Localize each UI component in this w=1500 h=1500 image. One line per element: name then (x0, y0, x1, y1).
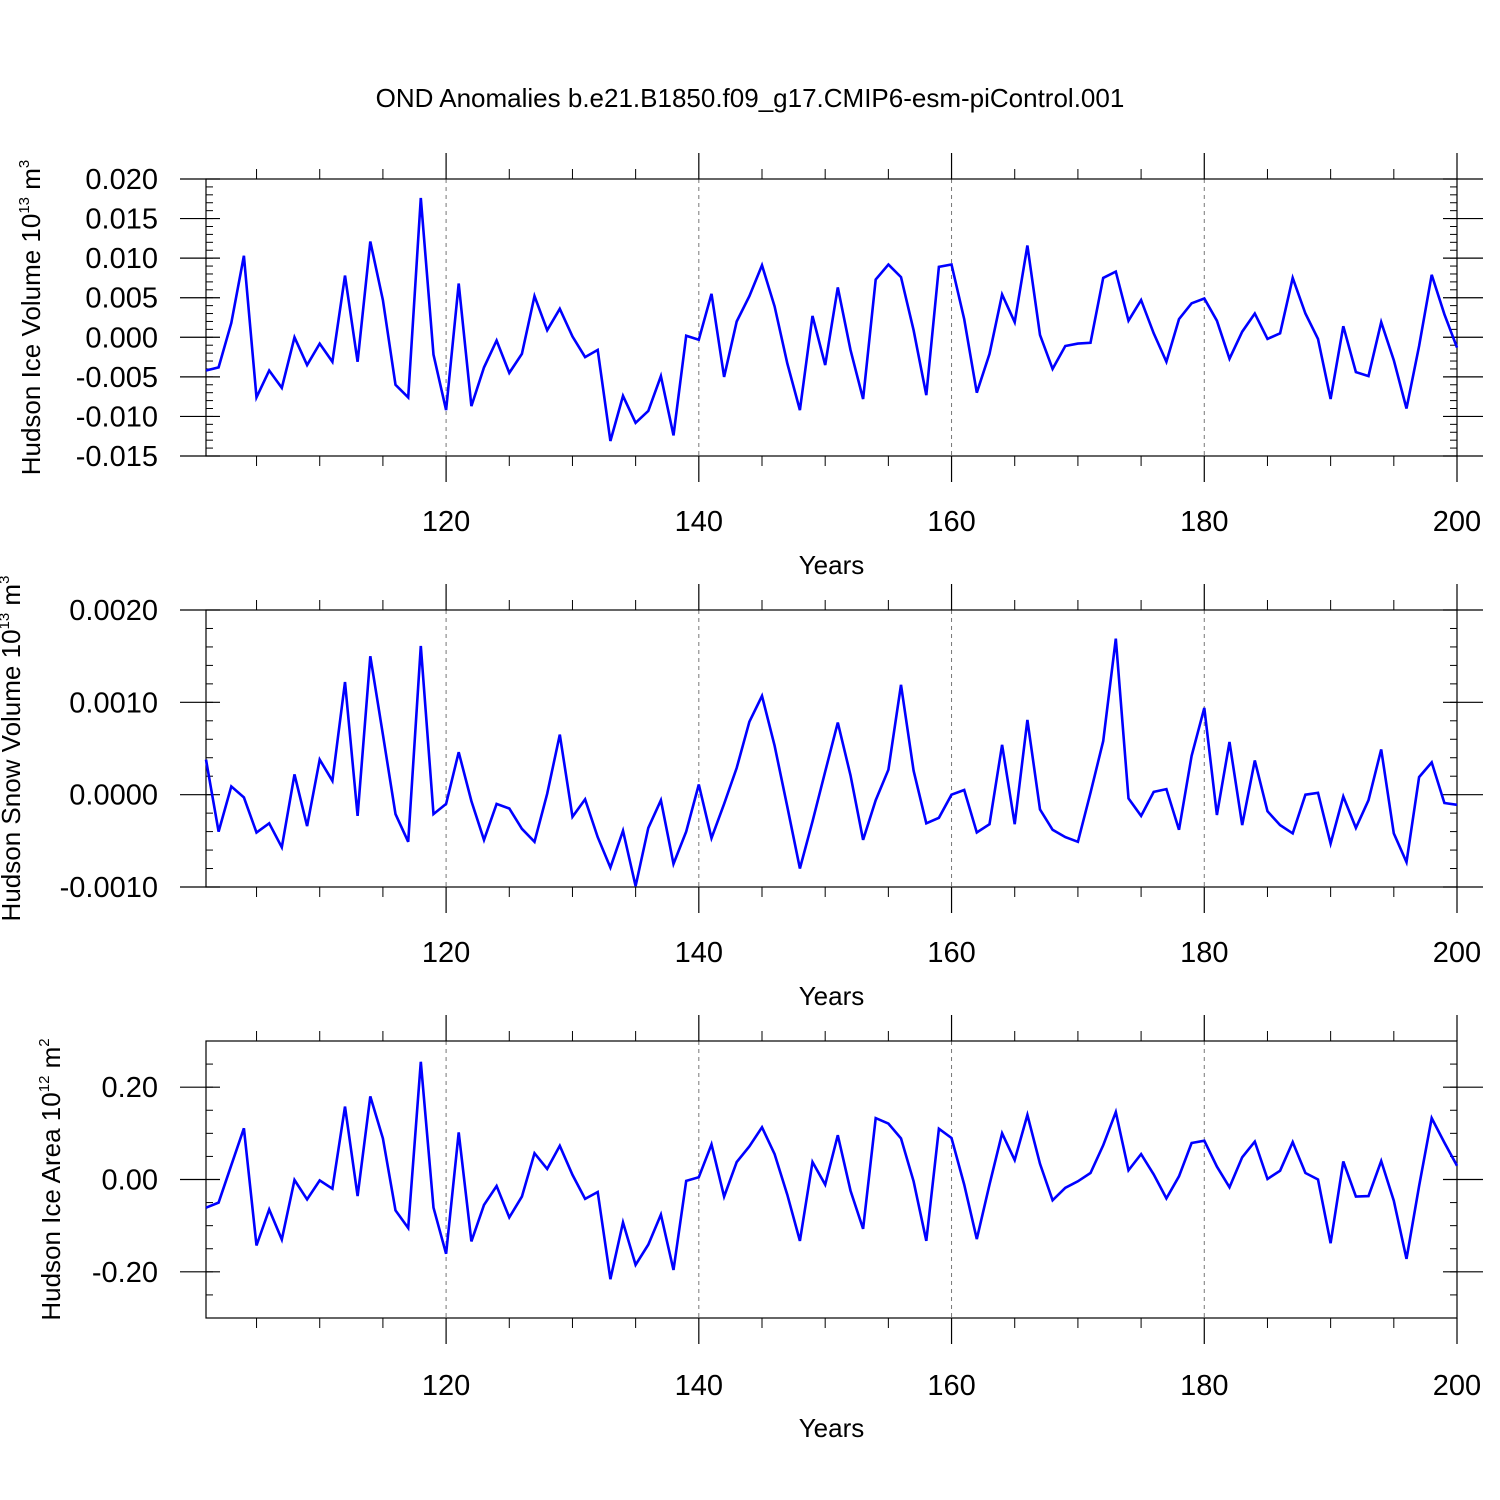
y-axis-label-exponent: 3 (0, 576, 13, 584)
y-axis-label-exponent: 13 (0, 613, 13, 630)
x-tick-label: 140 (675, 1370, 723, 1402)
x-tick-label: 200 (1433, 1370, 1481, 1402)
x-tick-label: 180 (1180, 937, 1228, 969)
x-tick-label: 200 (1433, 506, 1481, 538)
series-line-ice-volume (205, 197, 1459, 442)
x-tick-label: 140 (675, 937, 723, 969)
y-tick-label: -0.015 (76, 441, 158, 473)
x-tick-label: 160 (927, 1370, 975, 1402)
y-axis-label-exponent: 12 (36, 1076, 53, 1093)
series-line-snow-volume (204, 638, 1458, 887)
x-tick-label: 160 (927, 506, 975, 538)
x-axis-label: Years (799, 1413, 865, 1443)
x-axis-label: Years (799, 550, 865, 580)
figure-title: OND Anomalies b.e21.B1850.f09_g17.CMIP6-… (376, 83, 1125, 113)
y-tick-label: 0.20 (102, 1072, 158, 1104)
y-axis-label-exponent: 13 (16, 197, 33, 214)
panel-ice-volume: -0.015 -0.010 -0.005 0.000 0.005 0.010 0.015 0.… (16, 153, 1483, 580)
y-axis-label: Hudson Ice Volume 1013 m3 (16, 160, 46, 476)
x-tick-label: 200 (1433, 937, 1481, 969)
x-tick-label: 120 (422, 506, 470, 538)
y-tick-label: 0.010 (85, 243, 158, 275)
plot-frame (205, 609, 1458, 888)
y-tick-label: 0.015 (85, 204, 158, 236)
x-tick-label: 140 (675, 506, 723, 538)
y-tick-label: -0.0010 (60, 872, 158, 904)
x-axis-label: Years (799, 981, 865, 1011)
plot-frame (205, 178, 1458, 457)
y-tick-label: 0.00 (102, 1165, 158, 1197)
y-tick-label: 0.005 (85, 283, 158, 315)
y-axis-label-part: Hudson Ice Area 10 (36, 1092, 66, 1320)
x-tick-label: 180 (1180, 1370, 1228, 1402)
panel-ice-area: -0.20 0.00 0.20 120 140 160 180 200 Years Hudson … (36, 1015, 1483, 1443)
y-tick-label: -0.005 (76, 362, 158, 394)
x-tick-label: 120 (422, 937, 470, 969)
y-tick-label: 0.0010 (69, 687, 158, 719)
y-axis-label-part: m (16, 168, 46, 197)
y-axis-label-exponent: 2 (36, 1038, 53, 1046)
x-tick-label: 180 (1180, 506, 1228, 538)
plot-frame (205, 1040, 1458, 1319)
y-tick-label: 0.020 (85, 164, 158, 196)
y-axis-label-part: Hudson Ice Volume 10 (16, 214, 46, 476)
y-axis-label-exponent: 3 (16, 160, 33, 168)
y-axis-label-part: Hudson Snow Volume 10 (0, 629, 26, 921)
y-tick-label: 0.0020 (69, 595, 158, 627)
y-tick-label: -0.010 (76, 401, 158, 433)
y-tick-label: 0.000 (85, 322, 158, 354)
x-tick-label: 120 (422, 1370, 470, 1402)
y-axis-label: Hudson Snow Volume 1013 m3 (0, 576, 26, 922)
series-line-ice-area (205, 1061, 1459, 1280)
y-axis-label-part: m (36, 1047, 66, 1076)
panel-snow-volume: -0.0010 0.0000 0.0010 0.0020 120 140 160 180 200… (0, 576, 1483, 1011)
chart-panels: -0.015 -0.010 -0.005 0.000 0.005 0.010 0.015 0.… (0, 153, 1483, 1443)
y-tick-label: 0.0000 (69, 780, 158, 812)
y-tick-label: -0.20 (92, 1257, 158, 1289)
y-axis-label-part: m (0, 584, 26, 613)
x-tick-label: 160 (927, 937, 975, 969)
y-axis-label: Hudson Ice Area 1012 m2 (36, 1038, 66, 1320)
